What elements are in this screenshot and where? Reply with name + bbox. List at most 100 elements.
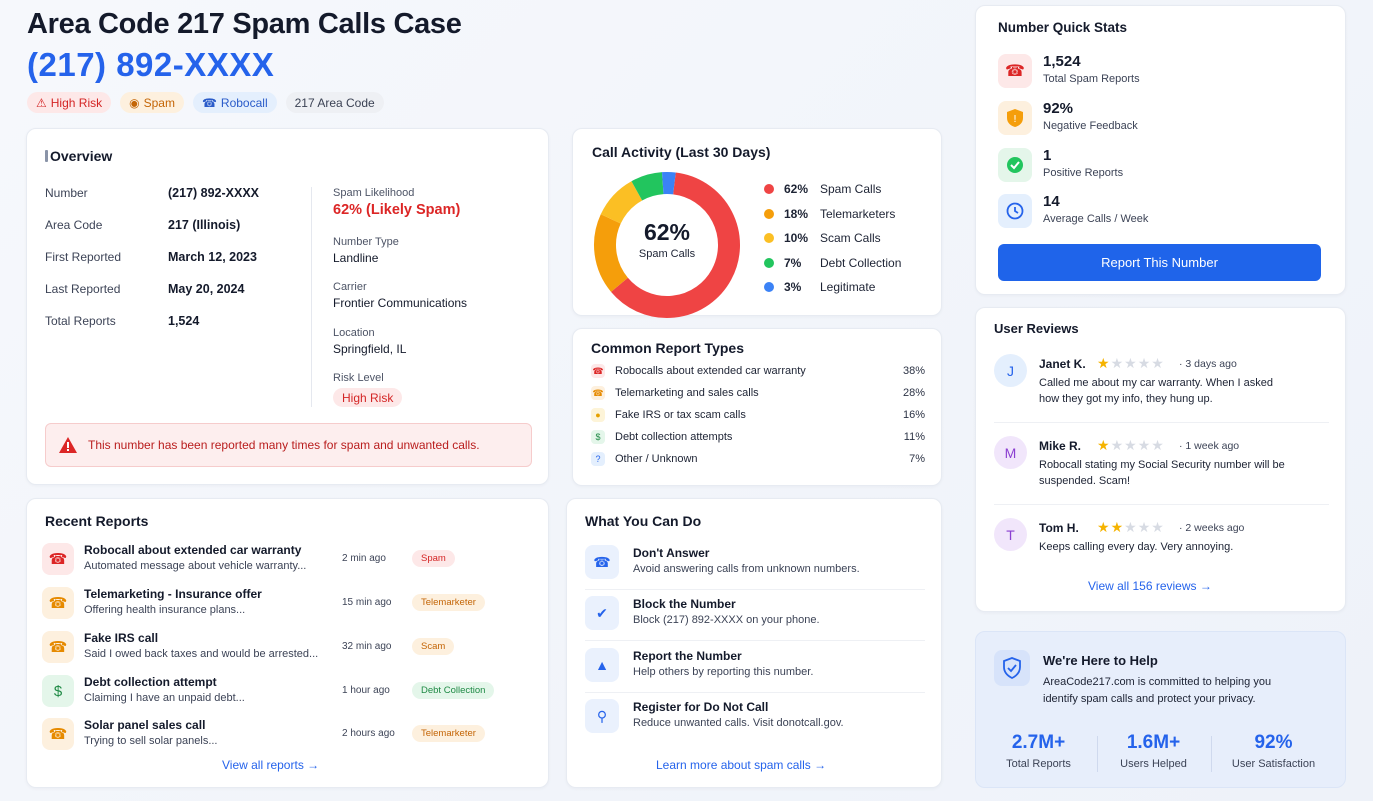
area-code-label: Area Code [45,218,103,232]
star-empty-icon: ★ [1124,355,1138,371]
legend-dot [764,282,774,292]
recent-reports-card: Recent Reports ☎ Robocall about extended… [26,498,549,788]
report-type-row: ☎ Telemarketing and sales calls 28% [591,386,925,400]
star-empty-icon: ★ [1137,437,1152,453]
star-filled-icon: ★ [1097,519,1111,535]
report-tag: Spam [412,550,455,567]
phone-number-heading: (217) 892-XXXX [27,46,275,83]
report-icon: ▲ [585,648,619,682]
donut-slice-debt-collection [631,172,664,201]
learn-more-link[interactable]: Learn more about spam calls → [656,758,827,772]
legend-percent: 18% [784,206,809,221]
warning-icon: ⚠ [36,95,47,110]
action-item: ✔ Block the Number Block (217) 892-XXXX … [585,596,925,642]
legend-percent: 7% [784,255,802,270]
search-icon: ⚲ [585,699,619,733]
divider [585,589,925,590]
quick-stats-card: Number Quick Stats ☎ 1,524 Total Spam Re… [975,5,1346,295]
area-code-value: 217 (Illinois) [168,218,241,232]
arrow-right-icon: → [1199,579,1212,593]
check-circle-icon [998,148,1032,182]
spam-likelihood-label: Spam Likelihood [333,187,415,199]
what-to-do-card: What You Can Do ☎ Don't Answer Avoid ans… [566,498,942,788]
last-reported-value: May 20, 2024 [168,282,245,296]
report-list-item[interactable]: ☎ Telemarketing - Insurance offer Offeri… [42,585,542,625]
star-filled-icon: ★ [1097,437,1111,453]
star-filled-icon: ★ [1097,355,1111,371]
star-rating: ★★★★★ [1097,437,1165,454]
divider [585,692,925,693]
legend-label: Legitimate [820,280,876,294]
report-types-title: Common Report Types [591,340,744,356]
warning-triangle-icon [59,437,77,453]
number-value: (217) 892-XXXX [168,186,260,200]
call-activity-title: Call Activity (Last 30 Days) [592,144,771,160]
svg-text:!: ! [1013,114,1017,125]
report-type-row: ● Fake IRS or tax scam calls 16% [591,408,925,422]
donut-center-value: 62% [643,219,691,245]
phone-off-icon: ☎ [585,545,619,579]
phone-icon: ☎ [591,364,605,378]
phone-icon: ☎ [42,631,74,663]
star-empty-icon: ★ [1124,437,1138,453]
robocall-badge: ☎ Robocall [192,92,277,113]
legend-item: 10% Scam Calls [764,231,881,245]
number-type-label: Number Type [333,236,399,248]
star-empty-icon: ★ [1137,355,1152,371]
call-activity-card: Call Activity (Last 30 Days) 62% Spam Ca… [572,128,942,318]
legend-item: 62% Spam Calls [764,182,881,196]
overview-divider [311,187,312,407]
report-list-item[interactable]: ☎ Robocall about extended car warranty A… [42,541,542,581]
action-item: ☎ Don't Answer Avoid answering calls fro… [585,545,925,591]
shield-icon: ! [998,101,1032,135]
high-risk-badge: ⚠ High Risk [27,92,112,113]
money-bag-icon: ● [591,408,605,422]
legend-percent: 10% [784,231,809,245]
page-title: Area Code 217 Spam Calls Case [27,8,462,40]
view-all-reviews-link[interactable]: View all 156 reviews → [1088,579,1212,593]
overview-card: Overview Number (217) 892-XXXX Area Code… [26,128,549,485]
user-reviews-title: User Reviews [994,321,1079,336]
legend-label: Telemarketers [820,206,896,221]
phone-icon: ☎ [42,543,74,575]
spam-likelihood-value: 62% (Likely Spam) [333,202,461,218]
report-list-item[interactable]: $ Debt collection attempt Claiming I hav… [42,673,542,713]
number-label: Number [45,186,88,200]
divider [994,422,1329,423]
report-number-button[interactable]: Report This Number [998,244,1321,281]
shield-icon: ◉ [129,95,140,110]
help-text: AreaCode217.com is committed to helping … [1043,676,1272,705]
legend-item: 18% Telemarketers [764,207,895,221]
report-tag: Telemarketer [412,725,485,742]
report-list-item[interactable]: ☎ Solar panel sales call Trying to sell … [42,716,542,756]
legend-label: Debt Collection [820,255,902,270]
donut-slice-spam-calls [611,172,740,318]
location-label: Location [333,327,375,339]
stat-user-satisfaction: 92% User Satisfaction [1231,732,1316,770]
legend-dot [764,184,774,194]
badge-row: ⚠ High Risk ◉ Spam ☎ Robocall 217 Area Code [27,92,384,113]
shield-check-icon [994,650,1030,686]
area-code-badge: 217 Area Code [285,92,384,113]
robot-icon: ☎ [201,95,217,110]
spam-alert: This number has been reported many times… [45,423,532,467]
legend-label: Spam Calls [820,182,882,196]
star-filled-icon: ★ [1110,519,1125,535]
what-to-do-title: What You Can Do [585,513,702,529]
divider [1211,736,1212,772]
view-all-reports-link[interactable]: View all reports → [222,758,320,772]
divider [994,504,1329,505]
call-activity-donut-chart [594,172,740,318]
arrow-right-icon: → [307,758,320,772]
location-value: Springfield, IL [333,342,407,356]
alert-text: This number has been reported many times… [88,438,480,452]
help-title: We're Here to Help [1043,653,1158,668]
carrier-label: Carrier [333,281,367,293]
legend-dot [764,233,774,243]
legend-percent: 3% [784,280,802,294]
carrier-value: Frontier Communications [333,296,468,310]
report-list-item[interactable]: ☎ Fake IRS call Said I owed back taxes a… [42,629,542,669]
help-card: We're Here to Help AreaCode217.com is co… [975,631,1346,788]
report-tag: Scam [412,638,455,655]
star-rating: ★★★★★ [1097,355,1165,372]
